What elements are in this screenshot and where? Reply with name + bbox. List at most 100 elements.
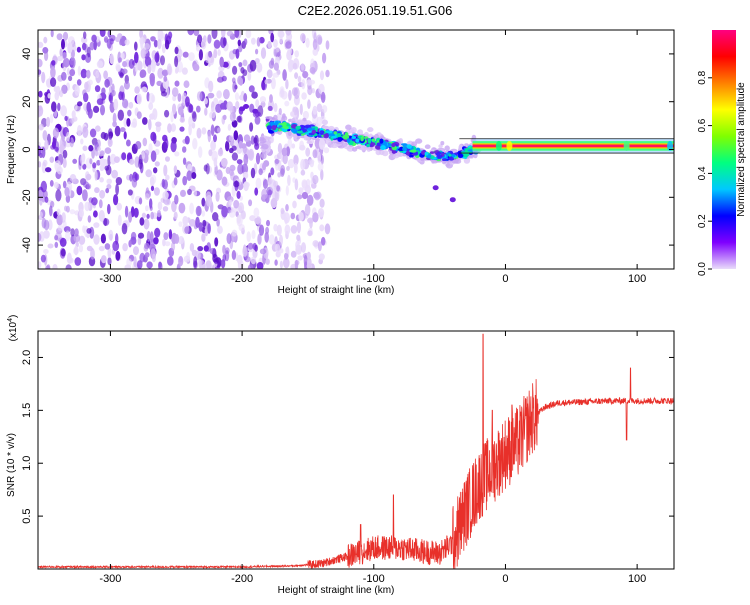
signal-core-cell	[328, 133, 335, 137]
noise-cell	[100, 233, 106, 244]
noise-cell	[139, 30, 144, 39]
signal-halo-cell	[271, 118, 279, 122]
signal-halo-cell	[345, 124, 352, 131]
noise-cell	[127, 189, 133, 196]
noise-cell	[299, 103, 303, 116]
noise-cell	[303, 254, 308, 267]
signal-core-cell	[429, 151, 435, 154]
noise-cell	[76, 46, 81, 53]
noise-cell	[170, 242, 176, 252]
signal-core-cell	[409, 154, 414, 158]
noise-cell	[318, 83, 325, 95]
noise-cell	[250, 167, 256, 179]
noise-cell	[193, 189, 197, 197]
noise-cell	[74, 84, 80, 97]
noise-cell	[256, 262, 264, 269]
noise-cell	[49, 156, 55, 163]
noise-cell	[305, 147, 311, 157]
snr-xtick-label: -100	[363, 573, 385, 585]
noise-cell	[54, 235, 59, 241]
noise-cell	[252, 242, 257, 251]
noise-cell	[153, 39, 158, 48]
noise-cell	[198, 222, 203, 232]
signal-core-cell	[402, 147, 407, 152]
signal-core-cell	[344, 132, 349, 137]
noise-cell	[242, 59, 248, 67]
noise-cell	[115, 64, 121, 72]
noise-cell	[89, 41, 95, 51]
noise-cell	[274, 158, 280, 164]
noise-cell	[38, 69, 42, 75]
noise-cell	[96, 159, 101, 166]
noise-cell	[52, 140, 56, 149]
noise-cell	[294, 259, 299, 269]
noise-cell	[182, 175, 188, 186]
noise-cell	[312, 149, 318, 159]
noise-cell	[276, 224, 282, 236]
noise-cell	[98, 245, 105, 252]
noise-cell	[211, 30, 218, 39]
spectrogram-xtick-label: -200	[231, 273, 253, 285]
noise-cell	[298, 211, 304, 222]
noise-cell	[262, 162, 266, 171]
noise-cell	[277, 172, 282, 178]
noise-cell	[44, 50, 49, 61]
noise-cell	[187, 163, 193, 172]
noise-cell	[150, 150, 157, 162]
snr-xlabel: Height of straight line (km)	[278, 585, 395, 596]
noise-cell	[229, 209, 236, 218]
noise-cell	[124, 39, 130, 46]
noise-cell	[62, 158, 67, 169]
noise-cell	[210, 124, 215, 136]
noise-cell	[82, 189, 88, 202]
noise-cell	[219, 102, 227, 110]
noise-cell	[301, 79, 306, 90]
colorbar-tick-label: 0.8	[697, 70, 708, 84]
noise-cell	[197, 34, 203, 44]
noise-cell	[234, 30, 240, 38]
noise-cell	[203, 245, 209, 252]
noise-cell	[148, 118, 152, 131]
noise-cell	[83, 31, 87, 40]
noise-cell	[38, 261, 42, 269]
noise-cell	[235, 48, 240, 59]
signal-halo-cell	[287, 131, 292, 137]
noise-cell	[187, 188, 192, 196]
noise-cell	[59, 48, 63, 57]
noise-cell	[67, 36, 75, 45]
noise-cell	[284, 100, 290, 107]
noise-cell	[232, 65, 238, 75]
noise-cell	[56, 214, 63, 226]
noise-cell	[258, 224, 265, 236]
noise-cell	[123, 117, 128, 128]
noise-cell	[171, 87, 179, 97]
noise-cell	[68, 75, 73, 82]
noise-cell	[231, 229, 238, 237]
noise-cell	[146, 261, 153, 269]
noise-cell	[133, 256, 137, 268]
noise-cell	[134, 60, 139, 73]
noise-cell	[292, 62, 298, 70]
noise-cell	[62, 31, 69, 41]
noise-cell	[38, 41, 44, 48]
noise-cell	[129, 173, 133, 182]
signal-halo-cell	[415, 138, 423, 144]
noise-cell	[140, 37, 144, 50]
noise-cell	[278, 108, 282, 115]
noise-cell	[279, 248, 284, 254]
noise-cell	[174, 234, 180, 244]
noise-cell	[144, 149, 150, 157]
noise-cell	[293, 154, 299, 166]
noise-cell	[188, 124, 192, 136]
noise-cell	[66, 67, 70, 76]
noise-cell	[144, 193, 150, 200]
noise-cell	[82, 42, 87, 51]
noise-cell	[213, 49, 218, 59]
noise-cell	[285, 79, 289, 90]
noise-cell	[164, 109, 170, 118]
noise-cell	[130, 122, 137, 128]
noise-cell	[106, 178, 112, 185]
noise-cell	[319, 70, 325, 81]
signal-halo-cell	[259, 137, 267, 144]
signal-core-cell	[355, 138, 360, 143]
